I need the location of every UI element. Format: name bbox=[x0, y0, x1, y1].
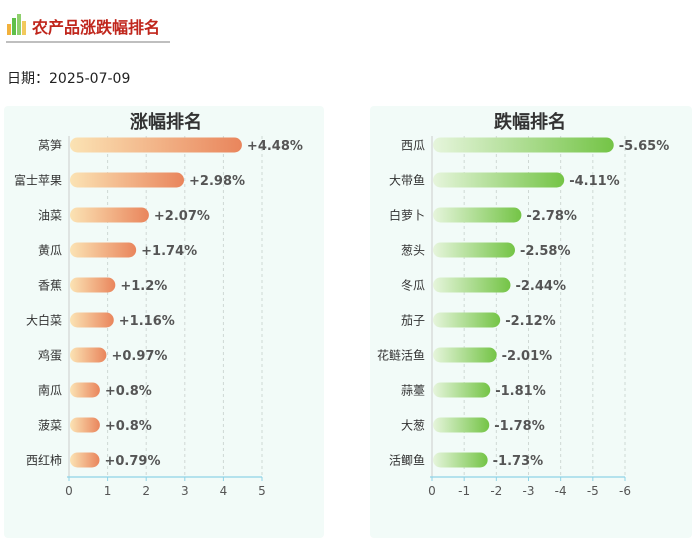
category-label: 油菜 bbox=[38, 209, 62, 223]
x-tick-label: -6 bbox=[619, 484, 631, 498]
bar bbox=[70, 172, 185, 188]
bar bbox=[70, 242, 137, 258]
date-label: 日期： bbox=[7, 71, 49, 87]
bar-chart-icon bbox=[7, 14, 26, 35]
bar bbox=[433, 277, 511, 293]
x-tick-label: -3 bbox=[523, 484, 535, 498]
category-label: 鸡蛋 bbox=[38, 348, 62, 363]
bar-value-label: +0.79% bbox=[104, 454, 160, 469]
x-tick-label: -2 bbox=[490, 484, 502, 498]
bar bbox=[433, 312, 501, 328]
chart-title: 跌幅排名 bbox=[494, 111, 566, 133]
bar-value-label: -2.44% bbox=[515, 279, 566, 294]
bar-value-label: +1.74% bbox=[141, 244, 197, 259]
bar bbox=[70, 137, 242, 153]
category-label: 莴笋 bbox=[38, 138, 62, 153]
category-label: 蒜薹 bbox=[401, 383, 425, 398]
category-label: 菠菜 bbox=[38, 419, 62, 433]
fall-chart-panel: 跌幅排名 0 -1 -2 -3 -4 -5 -6 西瓜 -5.65% 大带鱼 -4.11% 白萝卜 -2.… bbox=[370, 106, 692, 538]
bar-value-label: +1.2% bbox=[120, 279, 167, 294]
x-tick-label: 0 bbox=[428, 484, 436, 498]
bar bbox=[70, 207, 149, 223]
bar-value-label: +0.8% bbox=[105, 419, 152, 434]
bar bbox=[433, 242, 515, 258]
bar-value-label: +0.8% bbox=[105, 384, 152, 399]
bar-value-label: +2.07% bbox=[154, 209, 210, 224]
x-tick-label: 4 bbox=[220, 484, 228, 498]
category-label: 大白菜 bbox=[26, 313, 62, 328]
bar-value-label: -2.12% bbox=[505, 314, 556, 329]
bar bbox=[70, 417, 100, 433]
bar-value-label: -2.78% bbox=[526, 209, 577, 224]
chart-title: 涨幅排名 bbox=[130, 111, 202, 133]
bar-value-label: -1.78% bbox=[494, 419, 545, 434]
bar-value-label: +1.16% bbox=[119, 314, 175, 329]
bar bbox=[433, 207, 522, 223]
bar bbox=[433, 452, 488, 468]
category-label: 西瓜 bbox=[401, 139, 425, 153]
bar-value-label: -2.58% bbox=[520, 244, 571, 259]
fall-chart: 跌幅排名 0 -1 -2 -3 -4 -5 -6 西瓜 -5.65% 大带鱼 -4.11% 白萝卜 -2.… bbox=[377, 111, 670, 498]
category-label: 大带鱼 bbox=[389, 174, 425, 188]
x-tick-label: -4 bbox=[555, 484, 567, 498]
bar bbox=[70, 277, 116, 293]
bar bbox=[70, 382, 100, 398]
x-tick-label: -5 bbox=[587, 484, 599, 498]
date-line: 日期：2025-07-09 bbox=[7, 68, 130, 88]
bar bbox=[433, 137, 614, 153]
rise-chart: 涨幅排名 0 1 2 3 4 5 莴笋 +4.48% 富士苹果 +2.98% 油菜 +2.07% 黄瓜 +1… bbox=[14, 111, 303, 498]
bar bbox=[70, 312, 114, 328]
bar bbox=[433, 172, 565, 188]
rise-chart-panel: 涨幅排名 0 1 2 3 4 5 莴笋 +4.48% 富士苹果 +2.98% 油菜 +2.07% 黄瓜 +1… bbox=[4, 106, 324, 538]
bar-value-label: -2.01% bbox=[502, 349, 553, 364]
bar bbox=[433, 417, 490, 433]
x-tick-label: 5 bbox=[258, 484, 266, 498]
category-label: 香蕉 bbox=[38, 279, 62, 293]
category-label: 黄瓜 bbox=[38, 244, 62, 258]
category-label: 冬瓜 bbox=[401, 278, 425, 293]
bar bbox=[70, 452, 100, 468]
bar-value-label: +2.98% bbox=[189, 174, 245, 189]
category-label: 西红柿 bbox=[26, 453, 62, 468]
category-label: 活鲫鱼 bbox=[389, 454, 425, 468]
bar bbox=[70, 347, 107, 363]
x-tick-label: 2 bbox=[142, 484, 150, 498]
bar-value-label: +0.97% bbox=[111, 349, 167, 364]
bar-value-label: -1.73% bbox=[493, 454, 544, 469]
page-title: 农产品涨跌幅排名 bbox=[32, 18, 161, 37]
page-header: 农产品涨跌幅排名 bbox=[6, 10, 176, 44]
bar-value-label: -5.65% bbox=[619, 139, 670, 154]
category-label: 茄子 bbox=[401, 314, 425, 328]
category-label: 白萝卜 bbox=[389, 208, 425, 223]
x-tick-label: 1 bbox=[104, 484, 112, 498]
date-value: 2025-07-09 bbox=[49, 71, 131, 87]
category-label: 大葱 bbox=[401, 419, 425, 433]
category-label: 富士苹果 bbox=[14, 173, 62, 188]
category-label: 花鲢活鱼 bbox=[377, 348, 425, 363]
bar-value-label: -4.11% bbox=[569, 174, 620, 189]
bar bbox=[433, 382, 491, 398]
bar bbox=[433, 347, 497, 363]
bar-value-label: -1.81% bbox=[495, 384, 546, 399]
category-label: 南瓜 bbox=[38, 383, 62, 398]
title-underline bbox=[6, 41, 170, 43]
x-tick-label: -1 bbox=[458, 484, 470, 498]
category-label: 葱头 bbox=[401, 244, 425, 258]
x-tick-label: 3 bbox=[181, 484, 189, 498]
bar-value-label: +4.48% bbox=[247, 139, 303, 154]
x-tick-label: 0 bbox=[65, 484, 73, 498]
